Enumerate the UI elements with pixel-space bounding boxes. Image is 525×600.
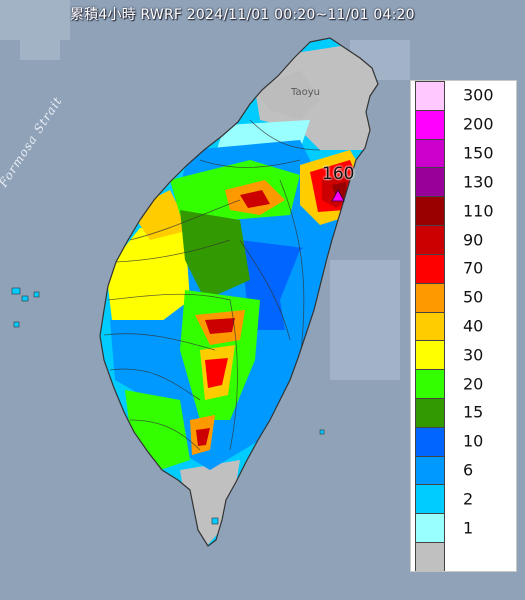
legend-swatch <box>416 427 444 457</box>
legend-label: 110 <box>463 201 494 221</box>
legend-swatch <box>416 168 444 198</box>
legend-swatch <box>416 139 444 169</box>
legend-swatch <box>416 283 444 313</box>
legend-swatch <box>416 226 444 255</box>
legend-swatch <box>416 254 444 284</box>
legend-label: 130 <box>463 172 494 192</box>
city-label: Taoyu <box>291 87 320 98</box>
legend-swatch <box>416 456 444 486</box>
legend-label: 40 <box>463 316 484 336</box>
legend-label: 150 <box>463 143 494 163</box>
legend-label: 70 <box>463 258 484 278</box>
max-rainfall-label: 160 <box>322 164 355 184</box>
legend-label: 6 <box>463 460 474 480</box>
legend-label: 10 <box>463 431 484 451</box>
legend-swatch <box>416 485 444 515</box>
legend-color-bar <box>415 81 445 572</box>
legend-swatch <box>416 110 444 140</box>
legend-label: 90 <box>463 230 484 250</box>
legend-swatch <box>416 370 444 399</box>
legend-swatch <box>416 514 444 543</box>
legend-label: 15 <box>463 402 484 422</box>
map-title: 累積4小時 RWRF 2024/11/01 00:20~11/01 04:20 <box>70 7 415 23</box>
legend-label: 1 <box>463 518 474 538</box>
legend-label: 30 <box>463 345 484 365</box>
boundary-lines <box>103 119 321 451</box>
legend-label: 20 <box>463 374 484 394</box>
offshore-islands <box>11 287 325 525</box>
legend-swatch <box>416 312 444 342</box>
legend-label: 50 <box>463 287 484 307</box>
legend-swatch <box>416 398 444 428</box>
triangle-marker-icon <box>331 189 345 202</box>
legend-label: 2 <box>463 489 474 509</box>
legend-swatch <box>416 341 444 371</box>
legend-label: 200 <box>463 114 494 134</box>
legend-label: 300 <box>463 85 494 105</box>
legend-swatch <box>416 197 444 227</box>
legend-swatch <box>416 82 444 111</box>
rainfall-legend: 300 200 150 130 110 90 70 50 40 30 20 15 10 6 2 1 <box>410 80 517 572</box>
legend-swatch <box>416 543 444 572</box>
